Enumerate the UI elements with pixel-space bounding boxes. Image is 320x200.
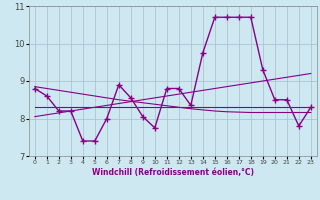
X-axis label: Windchill (Refroidissement éolien,°C): Windchill (Refroidissement éolien,°C) bbox=[92, 168, 254, 177]
